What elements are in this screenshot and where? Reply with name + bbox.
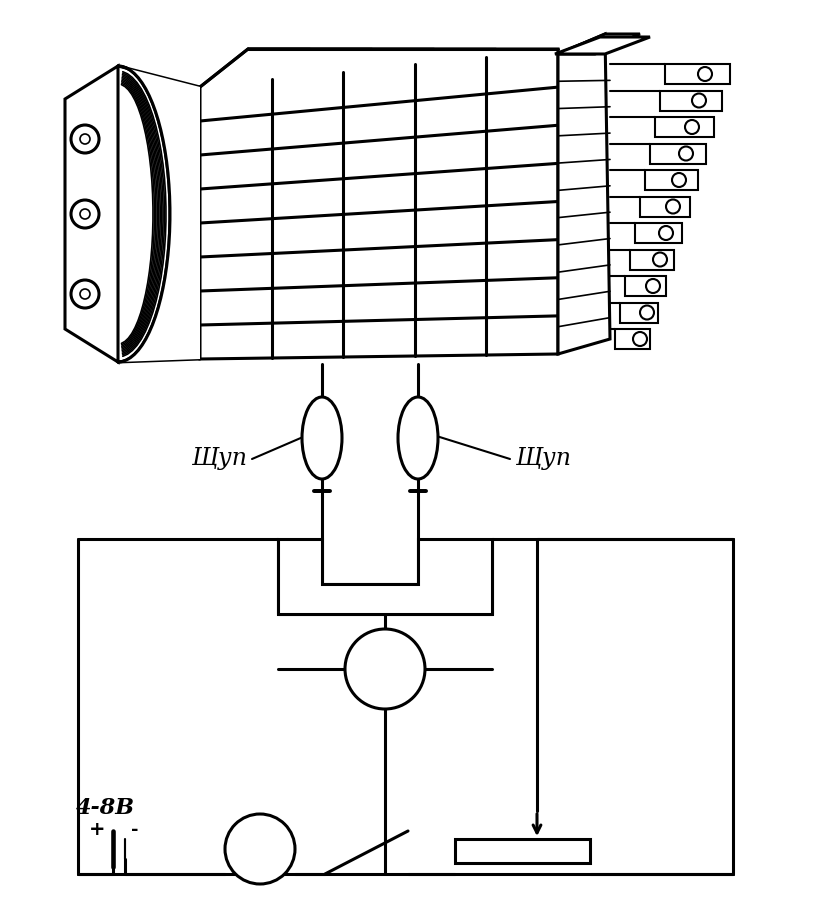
Circle shape	[71, 280, 99, 309]
Polygon shape	[650, 144, 706, 165]
Text: +: +	[89, 820, 105, 838]
Text: 4-8В: 4-8В	[76, 796, 135, 818]
Text: -: -	[131, 820, 139, 838]
Circle shape	[71, 200, 99, 229]
Text: A: A	[252, 840, 268, 858]
Circle shape	[633, 333, 647, 346]
Circle shape	[672, 174, 686, 187]
Polygon shape	[555, 38, 650, 55]
Polygon shape	[558, 35, 640, 55]
Circle shape	[80, 289, 90, 300]
Bar	[455, 839, 590, 863]
Polygon shape	[65, 67, 118, 363]
Polygon shape	[630, 250, 674, 270]
Text: Щуп: Щуп	[191, 446, 247, 469]
Polygon shape	[660, 91, 722, 111]
Circle shape	[685, 121, 699, 135]
Polygon shape	[640, 198, 690, 217]
Text: mV: mV	[369, 660, 401, 678]
Text: Щуп: Щуп	[515, 446, 571, 469]
Polygon shape	[200, 50, 558, 359]
Circle shape	[80, 135, 90, 145]
Polygon shape	[625, 277, 666, 297]
Polygon shape	[665, 65, 730, 85]
Circle shape	[698, 68, 712, 82]
Polygon shape	[635, 223, 682, 244]
Circle shape	[225, 814, 295, 884]
Circle shape	[80, 210, 90, 220]
Circle shape	[640, 306, 654, 320]
Circle shape	[666, 200, 680, 214]
Polygon shape	[278, 539, 492, 614]
Polygon shape	[645, 171, 698, 191]
Circle shape	[679, 147, 693, 162]
Ellipse shape	[398, 398, 438, 480]
Polygon shape	[558, 35, 610, 355]
Polygon shape	[615, 330, 650, 349]
Circle shape	[646, 279, 660, 294]
Ellipse shape	[302, 398, 342, 480]
Circle shape	[659, 227, 673, 241]
Circle shape	[653, 254, 667, 267]
Circle shape	[345, 630, 425, 709]
Polygon shape	[655, 118, 714, 138]
Circle shape	[71, 126, 99, 153]
Polygon shape	[620, 303, 658, 323]
Circle shape	[692, 95, 706, 108]
Polygon shape	[118, 67, 200, 363]
